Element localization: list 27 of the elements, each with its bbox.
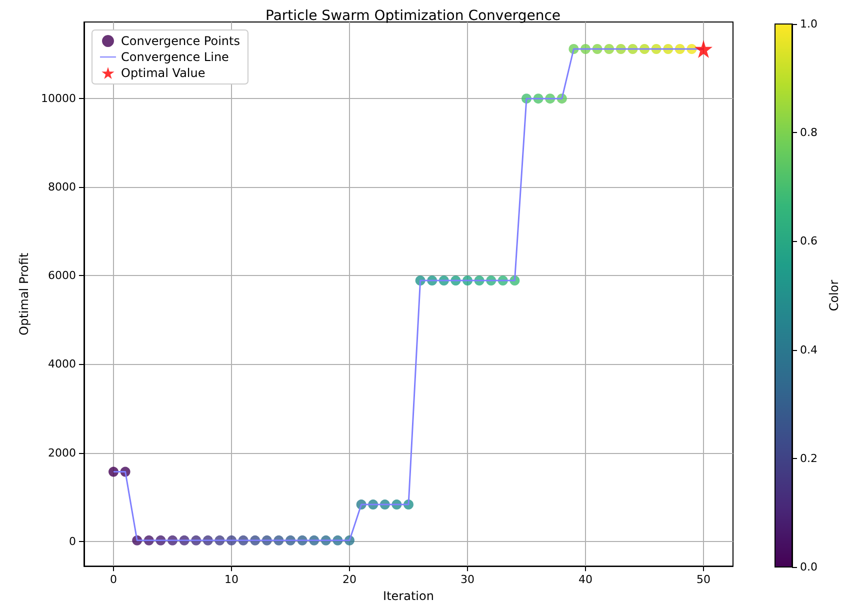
y-tick-label: 2000	[48, 446, 76, 460]
y-tick-label: 6000	[48, 269, 76, 282]
color-bar-label: 0.8	[800, 126, 818, 140]
y-tick-label: 0	[69, 534, 76, 548]
legend-label: Optimal Value	[121, 66, 206, 80]
color-bar-label: 0.4	[800, 343, 818, 356]
x-axis-title: Iteration	[383, 589, 434, 603]
y-tick-label: 10000	[41, 92, 76, 106]
color-bar-label: 0.2	[800, 452, 818, 465]
y-tick-label: 8000	[48, 180, 76, 194]
y-tick-label: 4000	[48, 358, 76, 371]
x-tick-label: 0	[110, 573, 117, 586]
chart-title: Particle Swarm Optimization Convergence	[265, 8, 561, 24]
x-tick-label: 10	[224, 573, 238, 586]
color-bar-label: 0.0	[800, 560, 818, 574]
color-bar-label: 0.6	[800, 234, 818, 248]
x-tick-label: 20	[342, 573, 356, 586]
color-bar-label: 1.0	[800, 18, 818, 30]
color-bar-title: Color	[827, 280, 841, 312]
x-tick-label: 30	[460, 573, 474, 586]
point	[694, 40, 712, 58]
legend-label: Convergence Line	[121, 50, 229, 64]
x-tick-label: 40	[578, 573, 592, 586]
point	[108, 466, 118, 477]
legend-label: Convergence Points	[121, 34, 240, 48]
x-tick-label: 50	[696, 573, 710, 586]
y-axis-title: Optimal Profit	[17, 252, 32, 336]
